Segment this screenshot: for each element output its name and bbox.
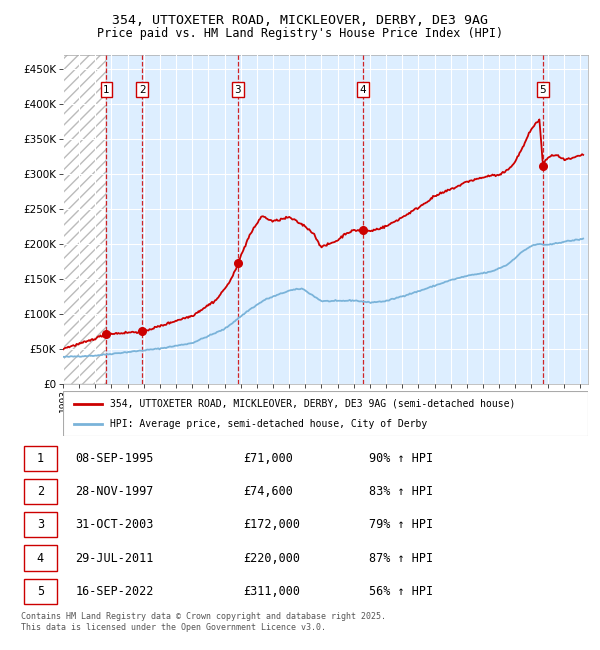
FancyBboxPatch shape bbox=[24, 545, 57, 571]
Text: 29-JUL-2011: 29-JUL-2011 bbox=[75, 551, 154, 564]
Text: 28-NOV-1997: 28-NOV-1997 bbox=[75, 485, 154, 499]
Text: 3: 3 bbox=[235, 84, 241, 95]
Text: £74,600: £74,600 bbox=[244, 485, 293, 499]
Text: 5: 5 bbox=[539, 84, 546, 95]
Text: 90% ↑ HPI: 90% ↑ HPI bbox=[368, 452, 433, 465]
Text: Price paid vs. HM Land Registry's House Price Index (HPI): Price paid vs. HM Land Registry's House … bbox=[97, 27, 503, 40]
Text: 08-SEP-1995: 08-SEP-1995 bbox=[75, 452, 154, 465]
Text: 56% ↑ HPI: 56% ↑ HPI bbox=[368, 585, 433, 598]
Text: 2: 2 bbox=[139, 84, 146, 95]
FancyBboxPatch shape bbox=[24, 446, 57, 471]
Text: 1: 1 bbox=[103, 84, 110, 95]
Text: 4: 4 bbox=[360, 84, 367, 95]
FancyBboxPatch shape bbox=[24, 479, 57, 504]
Text: £311,000: £311,000 bbox=[244, 585, 301, 598]
Text: HPI: Average price, semi-detached house, City of Derby: HPI: Average price, semi-detached house,… bbox=[110, 419, 427, 430]
Text: Contains HM Land Registry data © Crown copyright and database right 2025.
This d: Contains HM Land Registry data © Crown c… bbox=[21, 612, 386, 632]
Text: £172,000: £172,000 bbox=[244, 519, 301, 532]
Text: 31-OCT-2003: 31-OCT-2003 bbox=[75, 519, 154, 532]
Bar bbox=[63, 55, 106, 384]
FancyBboxPatch shape bbox=[24, 512, 57, 538]
Text: 2: 2 bbox=[37, 485, 44, 499]
Text: 354, UTTOXETER ROAD, MICKLEOVER, DERBY, DE3 9AG (semi-detached house): 354, UTTOXETER ROAD, MICKLEOVER, DERBY, … bbox=[110, 398, 515, 409]
Text: 4: 4 bbox=[37, 551, 44, 564]
Text: 1: 1 bbox=[37, 452, 44, 465]
Text: 5: 5 bbox=[37, 585, 44, 598]
Text: 354, UTTOXETER ROAD, MICKLEOVER, DERBY, DE3 9AG: 354, UTTOXETER ROAD, MICKLEOVER, DERBY, … bbox=[112, 14, 488, 27]
FancyBboxPatch shape bbox=[24, 578, 57, 604]
Text: 79% ↑ HPI: 79% ↑ HPI bbox=[368, 519, 433, 532]
FancyBboxPatch shape bbox=[63, 391, 588, 436]
Text: 83% ↑ HPI: 83% ↑ HPI bbox=[368, 485, 433, 499]
Text: £71,000: £71,000 bbox=[244, 452, 293, 465]
Text: 16-SEP-2022: 16-SEP-2022 bbox=[75, 585, 154, 598]
Text: £220,000: £220,000 bbox=[244, 551, 301, 564]
Text: 87% ↑ HPI: 87% ↑ HPI bbox=[368, 551, 433, 564]
Text: 3: 3 bbox=[37, 519, 44, 532]
